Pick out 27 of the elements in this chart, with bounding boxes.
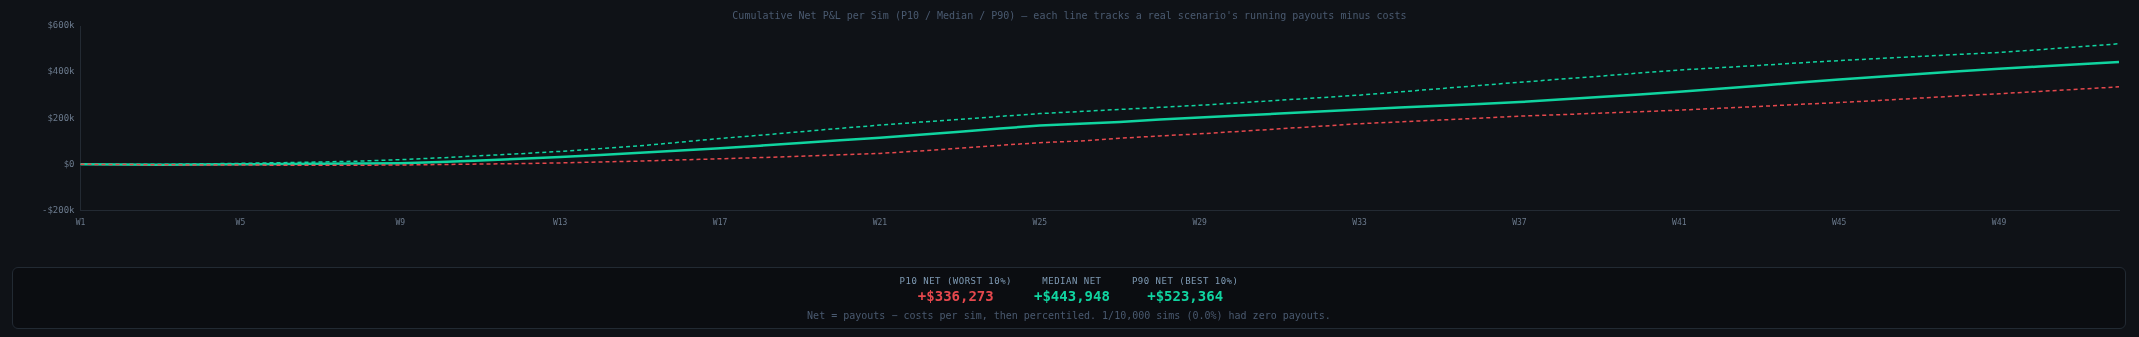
x-tick-label: W5	[235, 218, 246, 228]
text: P10 NET (WORST 10%)	[899, 276, 1013, 286]
x-tick-label: W45	[1831, 218, 1847, 228]
text: +$523,364	[1146, 288, 1225, 304]
x-tick-label: W41	[1672, 218, 1687, 228]
y-tick-label: $600k	[47, 20, 76, 31]
line-series	[79, 86, 2120, 166]
x-tick-label: W33	[1352, 218, 1367, 228]
x-tick-label: W9	[395, 218, 406, 228]
x-tick-label: W29	[1192, 218, 1208, 228]
x-tick-label: W1	[75, 218, 86, 228]
x-tick-label: W49	[1991, 218, 2007, 228]
x-tick-label: W37	[1512, 218, 1527, 228]
y-tick-label: $400k	[47, 66, 76, 77]
x-tick-label: W25	[1032, 218, 1048, 228]
y-tick-label: -$200k	[42, 204, 76, 215]
text: MEDIAN NET	[1041, 276, 1103, 286]
x-tick-label: W21	[872, 218, 888, 228]
x-tick-label: W17	[712, 218, 728, 228]
text: P90 NET (BEST 10%)	[1131, 276, 1239, 286]
x-tick-label: W13	[552, 218, 568, 228]
text: Net = payouts − costs per sim, then percentiled. 1/10,000 sims (0.0%) had zero payouts.	[806, 310, 1332, 321]
chart-title: Cumulative Net P&L per Sim (P10 / Median / P90) — each line tracks a real scenario's running payouts minus costs	[731, 10, 1408, 21]
y-tick-label: $200k	[47, 112, 76, 123]
text: +$443,948	[1034, 288, 1110, 304]
y-tick-label: $0	[63, 158, 75, 169]
text: +$336,273	[916, 288, 995, 304]
